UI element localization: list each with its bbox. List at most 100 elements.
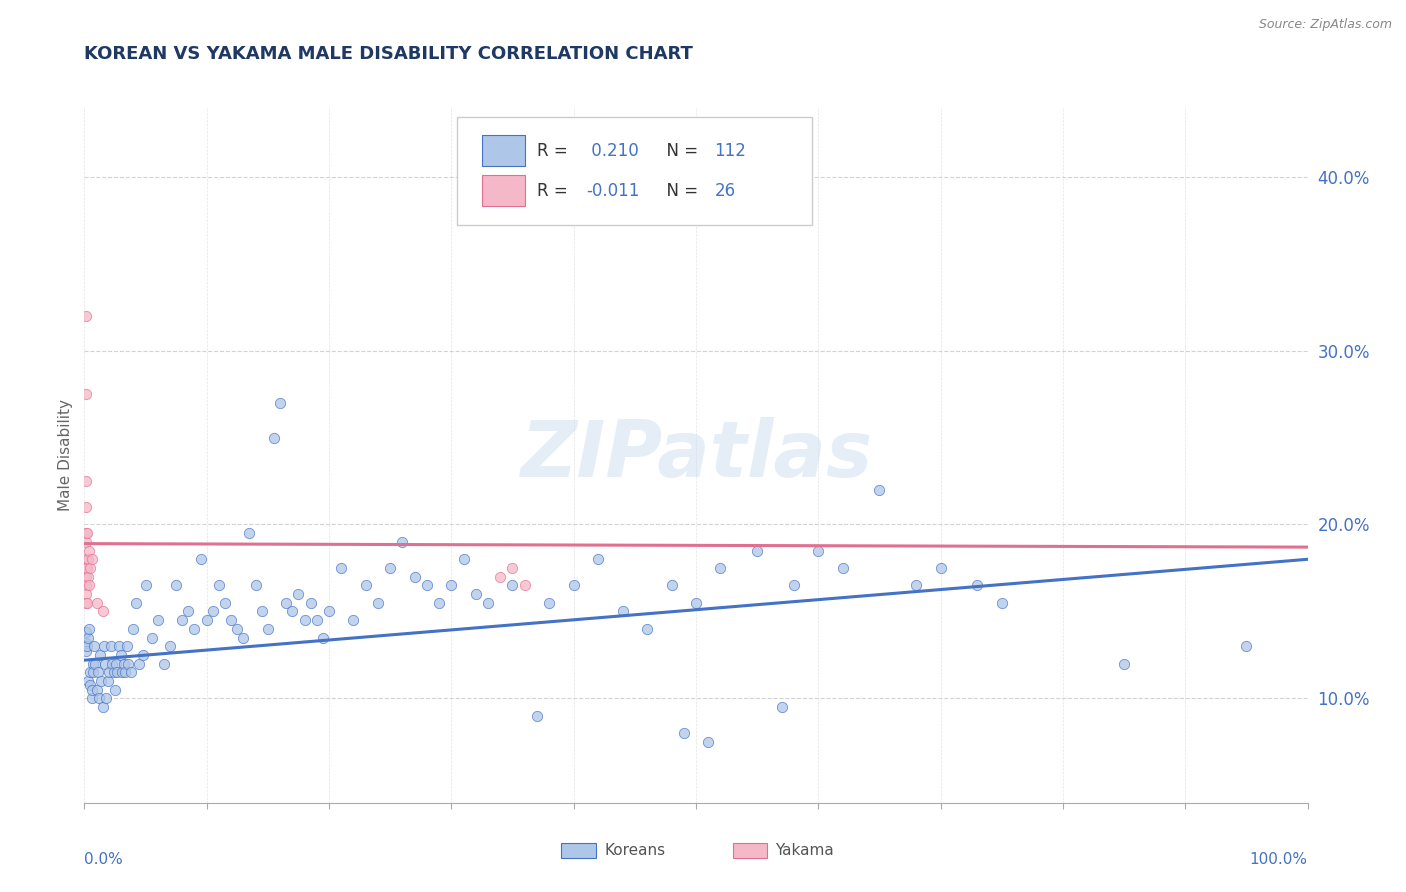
Point — [330, 561, 353, 575]
Point — [190, 552, 212, 566]
Point — [391, 534, 413, 549]
Point — [380, 561, 402, 575]
Point — [75, 534, 97, 549]
Point — [263, 430, 285, 444]
Point — [453, 552, 475, 566]
Text: 112: 112 — [714, 142, 747, 160]
Point — [79, 665, 101, 680]
Point — [354, 578, 377, 592]
Point — [97, 674, 120, 689]
Point — [75, 526, 97, 541]
Point — [538, 596, 561, 610]
Text: N =: N = — [655, 182, 703, 200]
Point — [747, 543, 769, 558]
Point — [177, 605, 200, 619]
Point — [299, 596, 322, 610]
Point — [96, 691, 118, 706]
Text: 0.210: 0.210 — [586, 142, 638, 160]
Text: Yakama: Yakama — [776, 843, 834, 858]
Text: N =: N = — [655, 142, 703, 160]
Text: Source: ZipAtlas.com: Source: ZipAtlas.com — [1258, 18, 1392, 31]
Point — [75, 570, 97, 584]
Point — [427, 596, 450, 610]
Point — [75, 578, 97, 592]
Point — [87, 691, 110, 706]
Text: Koreans: Koreans — [605, 843, 665, 858]
Point — [91, 700, 114, 714]
Point — [440, 578, 463, 592]
Text: -0.011: -0.011 — [586, 182, 640, 200]
Point — [77, 631, 100, 645]
Point — [101, 657, 124, 671]
Point — [76, 561, 98, 575]
Point — [75, 387, 97, 401]
Point — [75, 636, 97, 650]
Point — [905, 578, 928, 592]
Point — [76, 596, 98, 610]
Point — [709, 561, 731, 575]
Point — [305, 613, 328, 627]
Point — [318, 605, 340, 619]
Point — [807, 543, 830, 558]
Point — [562, 578, 585, 592]
Point — [477, 596, 499, 610]
Point — [404, 570, 426, 584]
Point — [75, 644, 97, 658]
Point — [77, 543, 100, 558]
Point — [153, 657, 176, 671]
Point — [201, 605, 224, 619]
Point — [115, 639, 138, 653]
Point — [257, 622, 280, 636]
Point — [697, 735, 720, 749]
Point — [367, 596, 389, 610]
Point — [77, 570, 100, 584]
Point — [107, 639, 129, 653]
Point — [990, 596, 1012, 610]
FancyBboxPatch shape — [482, 175, 524, 206]
Point — [122, 622, 145, 636]
Point — [75, 500, 97, 514]
Point — [75, 561, 97, 575]
Point — [685, 596, 707, 610]
Point — [232, 631, 254, 645]
Point — [526, 708, 548, 723]
Point — [75, 625, 97, 640]
Point — [501, 578, 523, 592]
Point — [238, 526, 260, 541]
Point — [87, 665, 110, 680]
Point — [214, 596, 236, 610]
Point — [226, 622, 249, 636]
Point — [77, 674, 100, 689]
Point — [612, 605, 634, 619]
Point — [110, 648, 132, 662]
FancyBboxPatch shape — [482, 135, 524, 166]
Point — [128, 657, 150, 671]
Text: R =: R = — [537, 142, 574, 160]
Point — [77, 552, 100, 566]
Point — [75, 309, 97, 323]
Point — [159, 639, 181, 653]
Point — [195, 613, 218, 627]
Point — [312, 631, 335, 645]
Point — [93, 639, 115, 653]
Y-axis label: Male Disability: Male Disability — [58, 399, 73, 511]
Text: 0.0%: 0.0% — [84, 852, 124, 866]
Point — [831, 561, 853, 575]
Point — [966, 578, 988, 592]
Point — [77, 578, 100, 592]
Point — [929, 561, 952, 575]
Point — [84, 657, 107, 671]
Point — [416, 578, 439, 592]
Text: R =: R = — [537, 182, 574, 200]
Point — [464, 587, 486, 601]
Point — [80, 552, 103, 566]
Point — [89, 648, 111, 662]
Point — [342, 613, 364, 627]
Text: 100.0%: 100.0% — [1250, 852, 1308, 866]
Point — [269, 395, 291, 409]
FancyBboxPatch shape — [561, 843, 596, 858]
Point — [489, 570, 512, 584]
Point — [86, 596, 108, 610]
Point — [219, 613, 242, 627]
FancyBboxPatch shape — [733, 843, 766, 858]
